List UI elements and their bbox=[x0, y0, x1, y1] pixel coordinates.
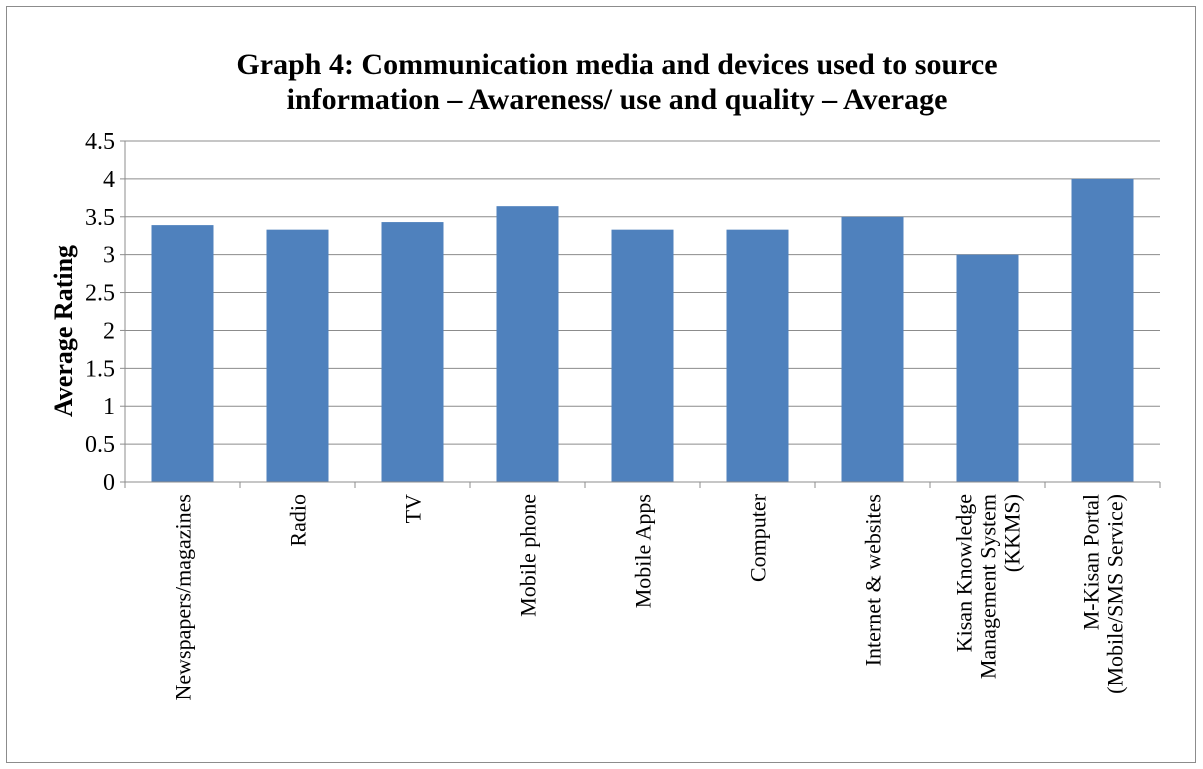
x-category-label-line: M-Kisan Portal bbox=[1079, 494, 1104, 630]
x-category-label: TV bbox=[401, 494, 426, 523]
y-tick-label: 0 bbox=[103, 470, 115, 496]
x-category-label-line: Newspapers/magazines bbox=[171, 494, 196, 700]
y-tick-label: 2.5 bbox=[85, 281, 115, 307]
y-tick-label: 3.5 bbox=[85, 205, 115, 231]
chart-title-line-2: information – Awareness/ use and quality… bbox=[286, 83, 948, 116]
bar bbox=[266, 229, 329, 482]
bar bbox=[956, 254, 1019, 482]
x-category-label-line: (Mobile/SMS Service) bbox=[1103, 494, 1128, 694]
x-category-label-line: TV bbox=[401, 494, 426, 523]
y-axis-label: Average Rating bbox=[49, 245, 78, 417]
x-category-label-line: Mobile phone bbox=[516, 494, 541, 617]
y-tick-label: 4 bbox=[103, 167, 115, 193]
x-category-label-line: Radio bbox=[286, 494, 311, 547]
chart-title: Graph 4: Communication media and devices… bbox=[67, 47, 1167, 117]
x-category-labels: Newspapers/magazines Radio TV Mobile phone M… bbox=[171, 493, 1128, 700]
bar bbox=[726, 229, 789, 482]
y-tick-labels: 0 0.5 1 1.5 2 2.5 3 3.5 4 4.5 bbox=[85, 129, 115, 496]
x-category-label: Kisan Knowledge Management System (KKMS) bbox=[952, 494, 1025, 679]
y-tick-label: 4.5 bbox=[85, 129, 115, 155]
x-category-label: Computer bbox=[746, 493, 771, 582]
y-tick-label: 3 bbox=[103, 243, 115, 269]
bar bbox=[611, 229, 674, 482]
bars bbox=[151, 178, 1134, 483]
bar bbox=[381, 222, 444, 483]
y-tick-label: 1 bbox=[103, 394, 115, 420]
bar bbox=[496, 206, 559, 482]
x-category-label: Mobile phone bbox=[516, 494, 541, 617]
x-category-label-line: Kisan Knowledge bbox=[952, 494, 977, 652]
bar bbox=[151, 225, 214, 482]
x-category-label: M-Kisan Portal (Mobile/SMS Service) bbox=[1079, 494, 1128, 694]
x-category-label: Newspapers/magazines bbox=[171, 494, 196, 700]
axes bbox=[120, 140, 1161, 488]
x-category-label-line: Internet & websites bbox=[861, 494, 886, 666]
x-category-label-line: (KKMS) bbox=[1000, 494, 1025, 572]
y-tick-label: 1.5 bbox=[85, 356, 115, 382]
x-category-label: Internet & websites bbox=[861, 494, 886, 666]
bar bbox=[1071, 178, 1134, 482]
y-tick-label: 0.5 bbox=[85, 432, 115, 458]
y-tick-label: 2 bbox=[103, 318, 115, 344]
x-category-label-line: Computer bbox=[746, 493, 771, 582]
chart-title-line-1: Graph 4: Communication media and devices… bbox=[236, 48, 998, 81]
x-category-label: Radio bbox=[286, 494, 311, 547]
x-category-label-line: Management System bbox=[976, 494, 1001, 679]
bar bbox=[841, 216, 904, 482]
x-category-label: Mobile Apps bbox=[631, 494, 656, 608]
x-category-label-line: Mobile Apps bbox=[631, 494, 656, 608]
